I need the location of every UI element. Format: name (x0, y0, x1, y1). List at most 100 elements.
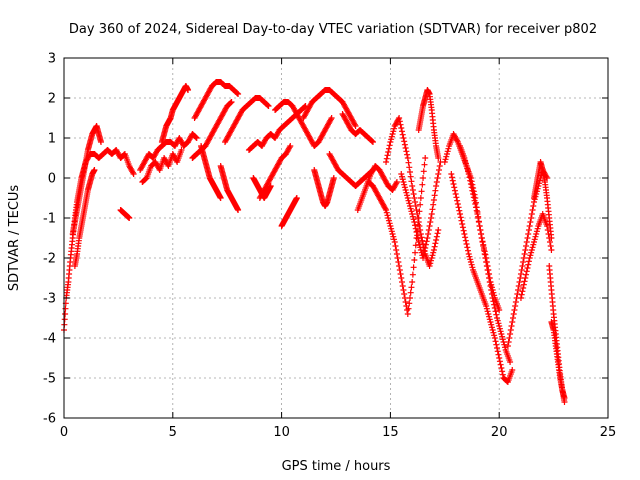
data-point (509, 319, 516, 325)
data-point (404, 155, 411, 161)
data-point (512, 303, 519, 309)
data-point (515, 287, 522, 293)
data-point (433, 237, 440, 243)
data-point (418, 188, 425, 195)
data-point (457, 211, 464, 217)
data-point (518, 291, 525, 298)
data-point (486, 271, 493, 277)
data-point (493, 341, 500, 348)
data-point (523, 239, 530, 245)
data-point (520, 255, 527, 261)
data-point (483, 305, 490, 312)
data-point (412, 203, 419, 209)
data-point (369, 138, 376, 145)
data-point (445, 145, 452, 152)
data-point (461, 155, 468, 161)
data-point (498, 365, 505, 371)
data-point (383, 155, 390, 162)
data-point (393, 180, 400, 187)
data-point (397, 121, 404, 128)
data-point (395, 259, 402, 265)
data-point (519, 263, 526, 269)
data-point (533, 231, 540, 237)
data-point (414, 232, 421, 239)
data-point (384, 212, 391, 219)
data-point (383, 159, 390, 165)
data-point (457, 214, 464, 221)
data-point (534, 225, 541, 232)
data-point (406, 169, 413, 175)
data-point (486, 313, 493, 320)
data-point (130, 171, 137, 177)
data-point (420, 241, 427, 247)
data-point (480, 245, 487, 251)
data-point (409, 213, 416, 220)
data-point (385, 217, 392, 224)
data-point (369, 139, 376, 145)
data-point (406, 164, 413, 171)
data-point (396, 263, 403, 269)
data-point (402, 299, 409, 305)
data-point (91, 167, 98, 173)
data-point (408, 284, 415, 291)
data-point (404, 307, 411, 313)
data-point (401, 291, 408, 297)
data-point (491, 292, 498, 299)
data-point (421, 248, 428, 255)
data-point (412, 199, 419, 205)
data-point (234, 90, 241, 97)
data-point (454, 137, 461, 144)
data-point (454, 201, 461, 207)
data-point (422, 245, 429, 251)
data-point (473, 207, 480, 214)
data-point (429, 206, 436, 213)
data-point (409, 183, 416, 189)
data-point (525, 227, 532, 233)
data-point (496, 307, 503, 313)
data-point (409, 187, 416, 193)
data-point (385, 215, 392, 221)
data-point (404, 192, 411, 199)
data-point (396, 118, 403, 125)
data-point (489, 287, 496, 293)
data-point (62, 305, 69, 312)
plot-frame (63, 57, 609, 419)
data-point (264, 102, 271, 109)
data-point (491, 335, 498, 341)
x-tick-label: 20 (491, 425, 508, 440)
data-point (420, 168, 427, 175)
data-point (428, 257, 435, 264)
y-tick-label: -3 (43, 292, 56, 307)
data-point (411, 219, 418, 225)
data-point (496, 325, 503, 332)
data-point (465, 171, 472, 177)
data-point (97, 139, 104, 145)
data-point (405, 197, 412, 204)
y-tick-label: -4 (43, 332, 56, 347)
data-point (428, 255, 435, 261)
data-point (420, 175, 427, 181)
data-point (400, 287, 407, 293)
data-point (528, 215, 535, 221)
data-point (474, 211, 481, 217)
data-point (286, 144, 293, 151)
data-point (443, 151, 450, 157)
data-point (461, 231, 468, 237)
data-point (449, 177, 456, 184)
data-point (517, 295, 524, 301)
data-point (417, 231, 424, 237)
data-point (494, 317, 501, 324)
data-point (480, 241, 487, 248)
data-point (530, 203, 537, 209)
data-point (423, 238, 430, 245)
data-point (514, 291, 521, 297)
data-point (453, 194, 460, 201)
data-point (527, 219, 534, 225)
data-point (393, 251, 400, 257)
data-point (476, 223, 483, 229)
data-point (422, 155, 429, 161)
data-point (490, 289, 497, 296)
y-tick-label: 1 (48, 132, 56, 147)
data-point (415, 239, 422, 245)
data-point (442, 156, 449, 163)
